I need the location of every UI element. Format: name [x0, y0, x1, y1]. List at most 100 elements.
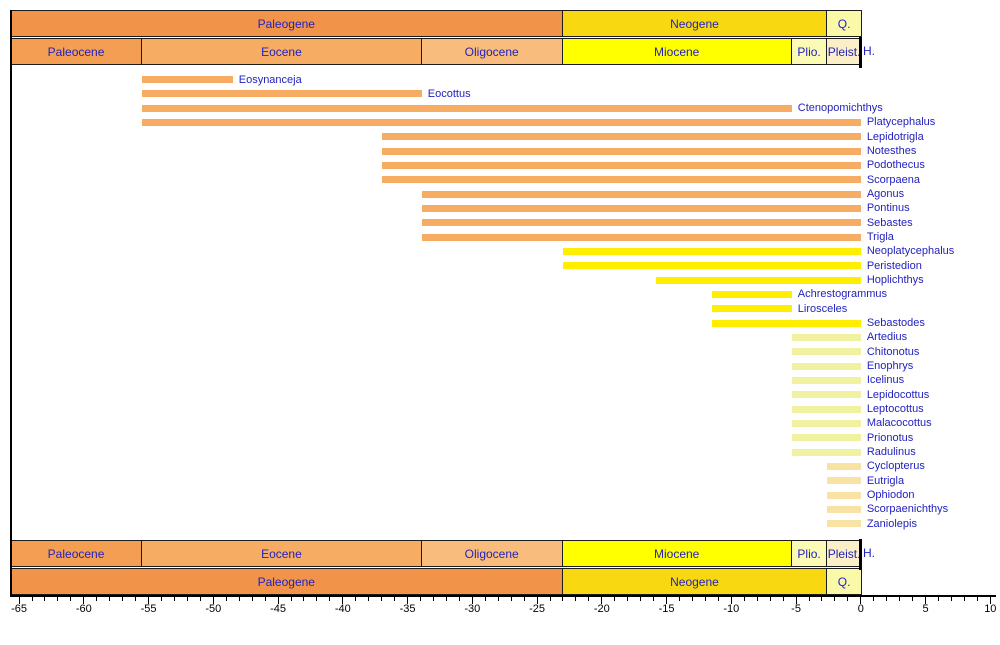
axis-minor-tick — [963, 597, 965, 601]
taxon-bar-notesthes — [381, 147, 861, 155]
axis-minor-tick — [394, 597, 396, 601]
axis-tick-label: -35 — [399, 603, 416, 615]
axis-minor-tick — [316, 597, 318, 601]
taxon-label-sebastes: Sebastes — [866, 216, 913, 229]
axis-tick-label: -10 — [723, 603, 740, 615]
taxon-label-enophrys: Enophrys — [866, 360, 914, 373]
axis-major-tick — [471, 597, 473, 604]
taxon-bar-lepidotrigla — [381, 133, 861, 141]
taxon-label-eutrigla: Eutrigla — [866, 474, 905, 487]
axis-minor-tick — [679, 597, 680, 601]
taxon-bar-agonus — [421, 190, 861, 198]
taxon-bar-podothecus — [381, 161, 861, 169]
axis-minor-tick — [238, 597, 240, 601]
epoch-box-plio: Plio. — [791, 541, 828, 566]
taxon-label-chitonotus: Chitonotus — [866, 345, 920, 358]
taxon-label-prionotus: Prionotus — [866, 431, 914, 444]
top-period-row: Paleogene Neogene Q. — [10, 10, 862, 37]
axis-minor-tick — [614, 597, 616, 601]
period-box-q: Q. — [827, 11, 862, 36]
taxon-bar-prionotus — [791, 434, 861, 442]
axis-minor-tick — [420, 597, 421, 601]
x-axis-line — [10, 595, 996, 597]
axis-minor-tick — [44, 597, 46, 601]
axis-major-tick — [277, 597, 279, 604]
axis-minor-tick — [743, 597, 745, 601]
bottom-period-row: Paleogene Neogene Q. — [10, 568, 862, 595]
axis-major-tick — [666, 597, 668, 604]
present-day-line-top — [859, 37, 862, 68]
axis-tick-label: -20 — [593, 603, 610, 615]
axis-minor-tick — [769, 597, 771, 601]
taxon-bar-peristedion — [562, 262, 861, 270]
axis-tick-label: 0 — [857, 603, 864, 615]
axis-tick-label: -40 — [334, 603, 351, 615]
axis-minor-tick — [912, 597, 914, 601]
axis-minor-tick — [938, 597, 939, 601]
taxon-label-achrestogrammus: Achrestogrammus — [797, 288, 888, 301]
epoch-box-pleist: Pleist. — [827, 39, 862, 64]
axis-minor-tick — [251, 597, 253, 601]
axis-major-tick — [860, 597, 862, 604]
taxon-label-trigla: Trigla — [866, 231, 894, 244]
axis-minor-tick — [562, 597, 564, 601]
taxon-bar-eosynanceja — [142, 76, 233, 83]
taxon-bar-ctenopomichthys — [142, 104, 792, 112]
axis-minor-tick — [756, 597, 758, 601]
axis-minor-tick — [886, 597, 888, 601]
epoch-box-paleocene: Paleocene — [11, 39, 143, 64]
axis-minor-tick — [704, 597, 706, 601]
epoch-box-oligocene: Oligocene — [421, 39, 563, 64]
axis-minor-tick — [445, 597, 447, 601]
taxon-label-lirosceles: Lirosceles — [797, 302, 848, 315]
axis-minor-tick — [873, 597, 875, 601]
taxon-label-scorpaena: Scorpaena — [866, 173, 921, 186]
axis-minor-tick — [186, 597, 188, 601]
axis-minor-tick — [368, 597, 370, 601]
taxon-bar-enophrys — [791, 362, 861, 370]
taxon-label-icelinus: Icelinus — [866, 374, 905, 387]
taxon-label-ophiodon: Ophiodon — [866, 489, 915, 502]
taxon-label-pontinus: Pontinus — [866, 202, 910, 215]
axis-tick-label: 5 — [922, 603, 929, 615]
taxon-label-neoplatycephalus: Neoplatycephalus — [866, 245, 955, 258]
epoch-box-eocene: Eocene — [142, 541, 422, 566]
taxon-bar-achrestogrammus — [711, 290, 792, 298]
axis-tick-label: -50 — [205, 603, 222, 615]
axis-minor-tick — [199, 597, 201, 601]
axis-minor-tick — [329, 597, 331, 601]
taxon-bar-malacocottus — [791, 419, 861, 427]
axis-tick-label: -55 — [140, 603, 157, 615]
axis-minor-tick — [976, 597, 978, 601]
taxon-label-agonus: Agonus — [866, 188, 905, 201]
epoch-box-eocene: Eocene — [142, 39, 422, 64]
taxon-bar-pontinus — [421, 204, 861, 212]
taxon-label-leptocottus: Leptocottus — [866, 403, 924, 416]
axis-minor-tick — [225, 597, 227, 601]
axis-minor-tick — [717, 597, 719, 601]
axis-tick-label: -5 — [791, 603, 801, 615]
axis-minor-tick — [510, 597, 512, 601]
axis-tick-label: -15 — [658, 603, 675, 615]
taxon-label-malacocottus: Malacocottus — [866, 417, 932, 430]
axis-minor-tick — [303, 597, 305, 601]
taxon-label-eosynanceja: Eosynanceja — [238, 73, 302, 86]
taxon-bar-scorpaenichthys — [827, 505, 861, 513]
taxon-label-ctenopomichthys: Ctenopomichthys — [797, 102, 883, 115]
axis-tick-label: 10 — [984, 603, 997, 615]
taxon-label-podothecus: Podothecus — [866, 159, 925, 172]
axis-tick-label: -65 — [11, 603, 28, 615]
taxon-bar-leptocottus — [791, 405, 861, 413]
taxon-bar-ophiodon — [827, 491, 861, 499]
bottom-epoch-row: Paleocene Eocene Oligocene Miocene Plio. Plei… — [10, 540, 862, 567]
axis-major-tick — [730, 597, 732, 604]
taxon-bar-hoplichthys — [656, 276, 861, 284]
period-box-paleogene: Paleogene — [11, 569, 563, 594]
axis-tick-label: -25 — [529, 603, 546, 615]
axis-minor-tick — [575, 597, 577, 601]
axis-minor-tick — [640, 597, 642, 601]
epoch-box-oligocene: Oligocene — [421, 541, 563, 566]
taxon-bar-platycephalus — [142, 118, 861, 126]
axis-minor-tick — [70, 597, 72, 601]
